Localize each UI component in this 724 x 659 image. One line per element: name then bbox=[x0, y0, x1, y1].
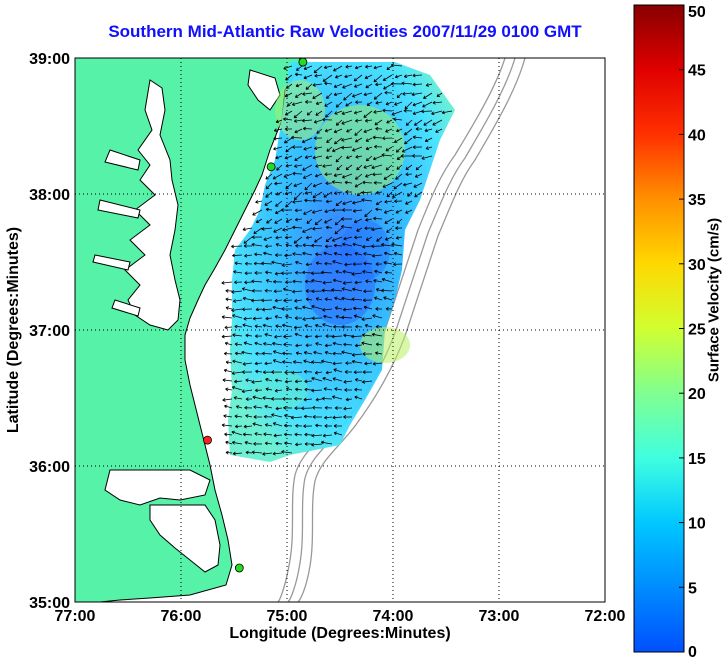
lon-tick-label: 77:00 bbox=[55, 608, 96, 625]
velocity-arrows bbox=[221, 63, 453, 456]
colorbar-tick-label: 30 bbox=[688, 257, 706, 274]
colorbar-tick-label: 15 bbox=[688, 451, 706, 468]
x-axis-label: Longitude (Degrees:Minutes) bbox=[229, 625, 451, 642]
lon-tick-label: 75:00 bbox=[267, 608, 308, 625]
map-title: Southern Mid-Atlantic Raw Velocities 200… bbox=[108, 22, 582, 41]
colorbar-tick-label: 20 bbox=[688, 386, 706, 403]
colorbar-tick-label: 35 bbox=[688, 192, 706, 209]
colorbar-tick-label: 5 bbox=[688, 580, 697, 597]
radar-sites bbox=[203, 58, 308, 573]
lon-tick-label: 76:00 bbox=[161, 608, 202, 625]
colorbar-tick-label: 0 bbox=[688, 644, 697, 659]
lat-tick-label: 36:00 bbox=[29, 459, 70, 476]
colorbar-tick-label: 40 bbox=[688, 127, 706, 144]
radar-site-marker bbox=[298, 58, 308, 67]
lon-tick-labels: 77:00 76:00 75:00 74:00 73:00 72:00 bbox=[55, 608, 626, 625]
y-axis-label: Latitude (Degrees:Minutes) bbox=[5, 226, 22, 434]
colorbar-label: Surface Velocity (cm/s) bbox=[705, 217, 723, 383]
colorbar-tick-label: 50 bbox=[688, 4, 706, 21]
lon-tick-label: 74:00 bbox=[373, 608, 414, 625]
lat-tick-label: 39:00 bbox=[29, 51, 70, 68]
lat-tick-labels: 39:00 38:00 37:00 36:00 35:00 bbox=[29, 51, 70, 612]
colorbar-tick-label: 25 bbox=[688, 322, 706, 339]
colorbar-tick-label: 10 bbox=[688, 516, 706, 533]
colorbar bbox=[633, 4, 685, 653]
lat-tick-label: 35:00 bbox=[29, 595, 70, 612]
colorbar-ticks: 0 5 10 15 20 25 30 35 40 45 50 bbox=[679, 4, 706, 659]
radar-site-marker bbox=[234, 563, 244, 573]
radar-site-marker bbox=[203, 435, 212, 445]
lat-tick-label: 38:00 bbox=[29, 187, 70, 204]
map-grid bbox=[75, 58, 605, 602]
lon-tick-label: 73:00 bbox=[479, 608, 520, 625]
radar-site-marker bbox=[266, 162, 276, 172]
colorbar-tick-label: 45 bbox=[688, 63, 706, 80]
lat-tick-label: 37:00 bbox=[29, 323, 70, 340]
velocity-arrow-set bbox=[221, 63, 453, 456]
plot-frame bbox=[74, 57, 606, 603]
lon-tick-label: 72:00 bbox=[585, 608, 626, 625]
